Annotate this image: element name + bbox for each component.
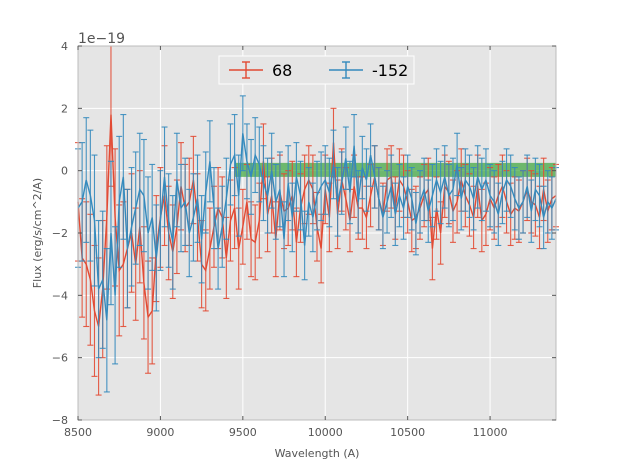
y-axis-label: Flux (erg/s/cm^2/A) [31,178,44,288]
legend-handle--152 [329,61,363,79]
y-tick-label: 2 [61,102,68,115]
y-tick-label: 4 [61,40,68,53]
legend-label-68: 68 [272,61,292,80]
legend-label--152: -152 [372,61,408,80]
y-offset-label: 1e−19 [78,31,125,47]
series-layer [75,45,559,421]
x-tick-label: 10500 [390,426,425,439]
x-tick-label: 11000 [473,426,508,439]
x-tick-label: 8500 [64,426,92,439]
shaded-band [234,162,556,177]
series--152 [75,95,559,393]
y-tick-label: −2 [52,227,68,240]
legend-handle-68 [229,61,263,79]
x-tick-label: 10000 [308,426,343,439]
x-tick-label: 9000 [146,426,174,439]
x-axis-label: Wavelength (A) [275,447,360,460]
x-tick-label: 9500 [229,426,257,439]
y-tick-label: −4 [52,289,68,302]
y-tick-label: −8 [52,414,68,427]
axis-ticks: 8500 9000 9500 10000 10500 11000 −8 −6 −4 −2 0 2 4 [52,40,556,439]
legend: 68 -152 [218,55,415,85]
y-tick-label: 0 [61,165,68,178]
series-line--152 [77,133,557,321]
y-tick-label: −6 [52,352,68,365]
